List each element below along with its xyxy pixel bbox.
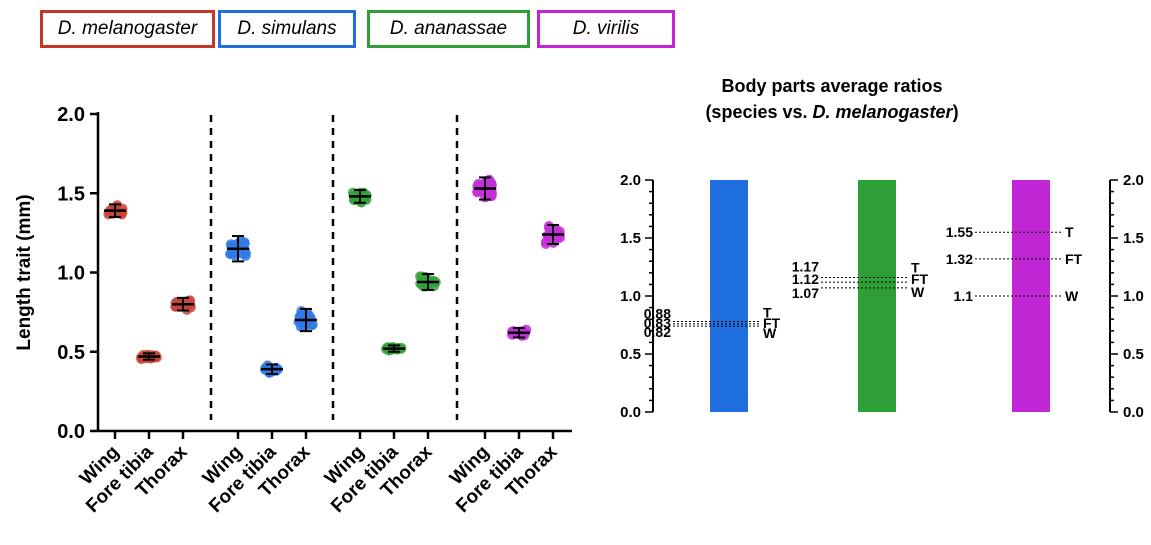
y-tick-label: 2.0 [57,104,85,126]
ratio-part-label: W [1065,288,1079,304]
data-point [226,249,237,260]
left-tick-label: 0.0 [620,404,641,421]
data-point [239,237,250,248]
ratio-chart-title: Body parts average ratios [721,76,942,96]
ratio-part-label: FT [911,271,929,287]
body-parts-ratio-chart: Body parts average ratios (species vs. D… [620,76,1144,421]
ratio-chart-subtitle: (species vs. D. melanogaster) [705,102,958,122]
left-tick-label: 2.0 [620,172,641,189]
right-tick-label: 0.0 [1123,404,1144,421]
left-tick-label: 1.5 [620,230,641,247]
ratio-part-label: W [911,284,925,300]
legend-label-virilis: D. virilis [572,18,640,39]
species-legend: D. melanogaster D. simulans D. ananassae… [0,0,700,60]
y-tick-label: 0.0 [57,421,85,443]
y-tick-label: 0.5 [57,342,85,364]
legend-label-ananassae: D. ananassae [389,18,508,39]
ratio-value-label: 0.83 [644,315,671,331]
ratio-value-label: 0.82 [644,324,671,340]
legend-simulans: D. simulans [218,10,356,48]
legend-melanogaster: D. melanogaster [40,10,215,48]
data-point [476,179,487,190]
ratio-value-label: 0.88 [644,306,671,322]
data-point [240,245,251,256]
ratio-part-label: FT [763,315,781,331]
right-tick-label: 0.5 [1123,346,1144,363]
ratio-value-label: 1.1 [954,288,974,304]
left-tick-label: 1.0 [620,288,641,305]
legend-label-melanogaster: D. melanogaster [57,18,198,39]
left-tick-label: 0.5 [620,346,641,363]
right-tick-label: 1.5 [1123,230,1144,247]
ratio-part-label: T [1065,224,1074,240]
ratio-value-label: 1.07 [792,285,819,301]
ratio-part-label: FT [1065,251,1083,267]
ratio-value-label: 1.17 [792,258,819,274]
right-tick-label: 2.0 [1123,172,1144,189]
ratio-part-label: T [911,259,920,275]
data-point [550,231,561,242]
ratio-part-label: T [763,305,772,321]
ratio-bar [858,180,896,412]
ratio-value-label: 1.12 [792,271,819,287]
ratio-value-label: 1.32 [946,251,973,267]
legend-ananassae: D. ananassae [367,10,530,48]
legend-virilis: D. virilis [537,10,675,48]
y-tick-label: 1.0 [57,263,85,285]
ratio-bar [710,180,748,412]
ratio-part-label: W [763,325,777,341]
y-tick-label: 1.5 [57,183,85,205]
right-tick-label: 1.0 [1123,288,1144,305]
legend-label-simulans: D. simulans [237,18,337,39]
ratio-value-label: 1.55 [946,224,973,240]
y-axis-label: Length trait (mm) [14,194,35,350]
